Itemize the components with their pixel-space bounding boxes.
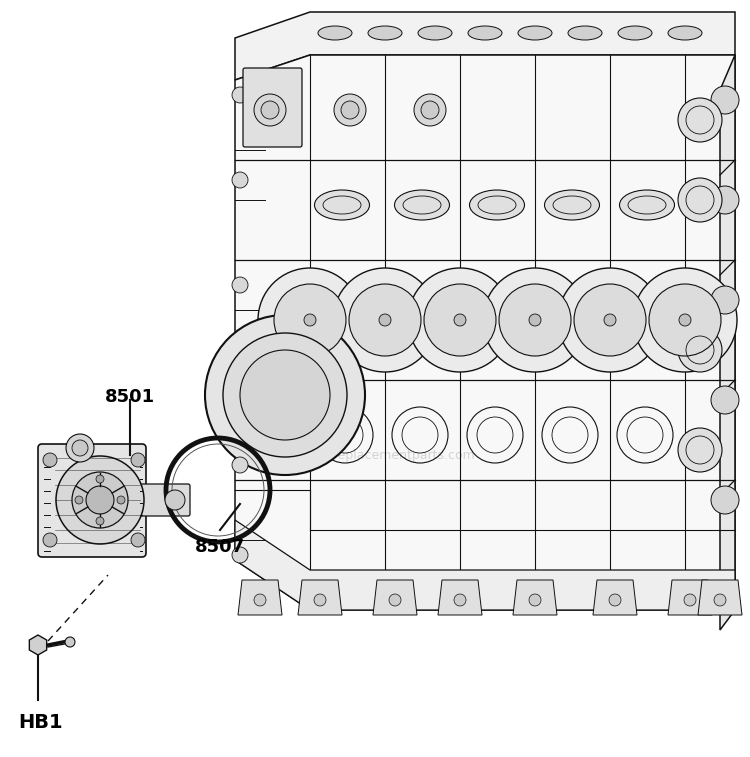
Circle shape bbox=[454, 314, 466, 326]
Circle shape bbox=[379, 314, 391, 326]
Circle shape bbox=[483, 268, 587, 372]
Circle shape bbox=[424, 284, 496, 356]
Ellipse shape bbox=[470, 190, 524, 220]
Polygon shape bbox=[29, 635, 46, 655]
Circle shape bbox=[43, 453, 57, 467]
Circle shape bbox=[609, 594, 621, 606]
Circle shape bbox=[258, 268, 362, 372]
Polygon shape bbox=[668, 580, 712, 615]
Polygon shape bbox=[513, 580, 557, 615]
Circle shape bbox=[223, 333, 347, 457]
Ellipse shape bbox=[314, 190, 370, 220]
Circle shape bbox=[43, 533, 57, 547]
Circle shape bbox=[96, 517, 104, 525]
Polygon shape bbox=[720, 55, 735, 630]
Circle shape bbox=[574, 284, 646, 356]
Ellipse shape bbox=[668, 26, 702, 40]
Circle shape bbox=[333, 268, 437, 372]
FancyBboxPatch shape bbox=[138, 484, 190, 516]
Circle shape bbox=[408, 268, 512, 372]
Circle shape bbox=[678, 428, 722, 472]
Circle shape bbox=[529, 314, 541, 326]
Circle shape bbox=[261, 101, 279, 119]
Circle shape bbox=[684, 594, 696, 606]
Circle shape bbox=[72, 472, 128, 528]
Ellipse shape bbox=[618, 26, 652, 40]
Circle shape bbox=[314, 594, 326, 606]
Circle shape bbox=[414, 94, 446, 126]
Circle shape bbox=[86, 486, 114, 514]
Circle shape bbox=[529, 594, 541, 606]
FancyBboxPatch shape bbox=[38, 444, 146, 557]
Circle shape bbox=[254, 94, 286, 126]
Circle shape bbox=[56, 456, 144, 544]
Circle shape bbox=[205, 315, 365, 475]
Circle shape bbox=[389, 594, 401, 606]
Circle shape bbox=[349, 284, 421, 356]
Polygon shape bbox=[235, 55, 735, 610]
Circle shape bbox=[66, 434, 94, 462]
Circle shape bbox=[304, 314, 316, 326]
Circle shape bbox=[232, 372, 248, 388]
Polygon shape bbox=[235, 12, 735, 80]
Circle shape bbox=[558, 268, 662, 372]
Polygon shape bbox=[438, 580, 482, 615]
Circle shape bbox=[711, 486, 739, 514]
Polygon shape bbox=[238, 580, 282, 615]
Circle shape bbox=[232, 277, 248, 293]
Polygon shape bbox=[373, 580, 417, 615]
Ellipse shape bbox=[518, 26, 552, 40]
Circle shape bbox=[678, 328, 722, 372]
Circle shape bbox=[499, 284, 571, 356]
Circle shape bbox=[65, 637, 75, 647]
Ellipse shape bbox=[620, 190, 674, 220]
Circle shape bbox=[232, 457, 248, 473]
Polygon shape bbox=[593, 580, 637, 615]
Polygon shape bbox=[298, 580, 342, 615]
Polygon shape bbox=[698, 580, 742, 615]
Circle shape bbox=[604, 314, 616, 326]
Circle shape bbox=[714, 594, 726, 606]
Circle shape bbox=[232, 547, 248, 563]
Circle shape bbox=[254, 594, 266, 606]
Ellipse shape bbox=[394, 190, 449, 220]
Ellipse shape bbox=[468, 26, 502, 40]
Circle shape bbox=[711, 386, 739, 414]
Circle shape bbox=[165, 490, 185, 510]
Polygon shape bbox=[235, 520, 735, 610]
Text: 8507: 8507 bbox=[195, 538, 245, 556]
Circle shape bbox=[633, 268, 737, 372]
Circle shape bbox=[711, 186, 739, 214]
Text: HB1: HB1 bbox=[18, 713, 62, 732]
FancyBboxPatch shape bbox=[243, 68, 302, 147]
Circle shape bbox=[131, 453, 145, 467]
Circle shape bbox=[117, 496, 125, 504]
Circle shape bbox=[678, 98, 722, 142]
Circle shape bbox=[421, 101, 439, 119]
Text: ereplacementparts.com: ereplacementparts.com bbox=[326, 448, 475, 462]
Circle shape bbox=[679, 314, 691, 326]
Ellipse shape bbox=[318, 26, 352, 40]
Ellipse shape bbox=[368, 26, 402, 40]
Circle shape bbox=[454, 594, 466, 606]
Text: 8501: 8501 bbox=[105, 388, 155, 406]
Circle shape bbox=[96, 475, 104, 483]
Circle shape bbox=[232, 87, 248, 103]
Ellipse shape bbox=[418, 26, 452, 40]
Circle shape bbox=[240, 350, 330, 440]
Circle shape bbox=[341, 101, 359, 119]
Circle shape bbox=[131, 533, 145, 547]
Circle shape bbox=[72, 440, 88, 456]
Circle shape bbox=[274, 284, 346, 356]
Circle shape bbox=[75, 496, 83, 504]
Ellipse shape bbox=[568, 26, 602, 40]
Circle shape bbox=[232, 172, 248, 188]
Circle shape bbox=[678, 178, 722, 222]
Circle shape bbox=[649, 284, 721, 356]
Circle shape bbox=[711, 286, 739, 314]
Circle shape bbox=[711, 86, 739, 114]
Circle shape bbox=[334, 94, 366, 126]
Ellipse shape bbox=[544, 190, 599, 220]
